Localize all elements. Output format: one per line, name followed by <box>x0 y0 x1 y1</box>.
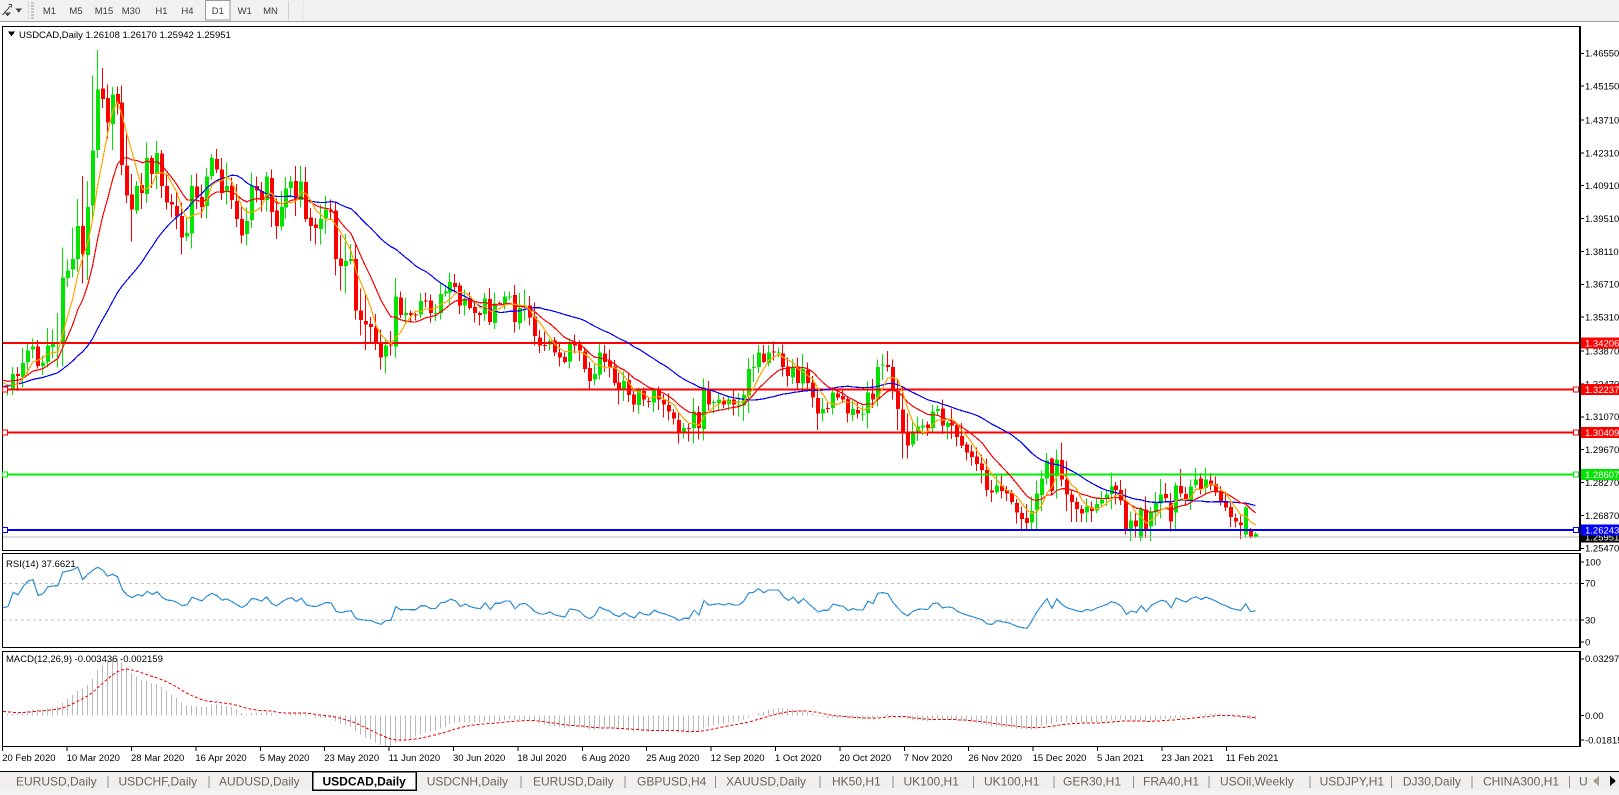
svg-text:GER30,H1: GER30,H1 <box>1063 775 1121 789</box>
svg-text:D1: D1 <box>212 6 224 17</box>
svg-text:H1: H1 <box>155 6 167 17</box>
svg-text:RSI(14) 37.6621: RSI(14) 37.6621 <box>6 559 76 570</box>
svg-text:1 Oct 2020: 1 Oct 2020 <box>775 753 821 764</box>
svg-text:25 Aug 2020: 25 Aug 2020 <box>646 753 699 764</box>
svg-text:USDJPY,H1: USDJPY,H1 <box>1320 775 1385 789</box>
svg-text:UK100,H1: UK100,H1 <box>904 775 960 789</box>
svg-text:1.38110: 1.38110 <box>1585 247 1619 258</box>
svg-text:28 Mar 2020: 28 Mar 2020 <box>131 753 184 764</box>
svg-text:30: 30 <box>1585 616 1596 627</box>
svg-text:1.28270: 1.28270 <box>1585 478 1619 489</box>
svg-text:1.33870: 1.33870 <box>1585 346 1619 357</box>
svg-text:5 Jan 2021: 5 Jan 2021 <box>1097 753 1144 764</box>
svg-text:18 Jul 2020: 18 Jul 2020 <box>517 753 566 764</box>
svg-text:DJ30,Daily: DJ30,Daily <box>1403 775 1461 789</box>
svg-text:7 Nov 2020: 7 Nov 2020 <box>904 753 953 764</box>
svg-text:USDCAD,Daily 1.26108 1.26170: USDCAD,Daily 1.26108 1.26170 1.25942 1.2… <box>19 30 231 41</box>
svg-text:1.26870: 1.26870 <box>1585 511 1619 522</box>
svg-text:1.31070: 1.31070 <box>1585 412 1619 423</box>
svg-text:1.26243: 1.26243 <box>1585 526 1619 537</box>
svg-text:1.29670: 1.29670 <box>1585 445 1619 456</box>
svg-text:12 Sep 2020: 12 Sep 2020 <box>711 753 765 764</box>
svg-text:M1: M1 <box>43 6 56 17</box>
svg-text:USDCHF,Daily: USDCHF,Daily <box>119 775 198 789</box>
svg-text:M15: M15 <box>95 6 113 17</box>
svg-text:EURUSD,Daily: EURUSD,Daily <box>533 775 614 789</box>
svg-text:1.25470: 1.25470 <box>1585 544 1619 555</box>
svg-text:AUDUSD,Daily: AUDUSD,Daily <box>219 775 300 789</box>
svg-text:M30: M30 <box>122 6 140 17</box>
svg-text:EURUSD,Daily: EURUSD,Daily <box>16 775 97 789</box>
svg-text:6 Aug 2020: 6 Aug 2020 <box>582 753 630 764</box>
svg-text:USOil,Weekly: USOil,Weekly <box>1220 775 1294 789</box>
svg-text:H4: H4 <box>181 6 193 17</box>
svg-text:30 Jun 2020: 30 Jun 2020 <box>453 753 505 764</box>
svg-text:U: U <box>1579 775 1588 789</box>
svg-text:USDCNH,Daily: USDCNH,Daily <box>427 775 508 789</box>
svg-text:UK100,H1: UK100,H1 <box>984 775 1040 789</box>
svg-text:20 Oct 2020: 20 Oct 2020 <box>839 753 891 764</box>
svg-text:11 Jun 2020: 11 Jun 2020 <box>389 753 441 764</box>
svg-text:23 Jan 2021: 23 Jan 2021 <box>1161 753 1213 764</box>
svg-text:0.032972: 0.032972 <box>1585 654 1619 665</box>
svg-text:HK50,H1: HK50,H1 <box>832 775 881 789</box>
svg-text:1.28607: 1.28607 <box>1585 470 1619 481</box>
svg-text:1.39510: 1.39510 <box>1585 214 1619 225</box>
svg-text:1.35310: 1.35310 <box>1585 313 1619 324</box>
svg-text:1.32237: 1.32237 <box>1585 385 1619 396</box>
svg-text:GBPUSD,H4: GBPUSD,H4 <box>637 775 707 789</box>
svg-text:5 May 2020: 5 May 2020 <box>260 753 310 764</box>
svg-text:1.46550: 1.46550 <box>1585 49 1619 60</box>
svg-text:1.40910: 1.40910 <box>1585 181 1619 192</box>
svg-text:16 Apr 2020: 16 Apr 2020 <box>195 753 246 764</box>
svg-text:1.43710: 1.43710 <box>1585 115 1619 126</box>
svg-text:15 Dec 2020: 15 Dec 2020 <box>1033 753 1087 764</box>
svg-text:MACD(12,26,9) -0.003436 -0.002: MACD(12,26,9) -0.003436 -0.002159 <box>6 654 163 665</box>
svg-text:70: 70 <box>1585 579 1596 590</box>
svg-text:USDCAD,Daily: USDCAD,Daily <box>323 775 407 789</box>
svg-text:11 Feb 2021: 11 Feb 2021 <box>1226 753 1279 764</box>
svg-text:1.34206: 1.34206 <box>1585 339 1619 350</box>
svg-text:-0.01815: -0.01815 <box>1585 735 1619 746</box>
svg-text:1.42310: 1.42310 <box>1585 148 1619 159</box>
svg-text:0: 0 <box>1585 637 1590 648</box>
svg-text:CHINA300,H1: CHINA300,H1 <box>1483 775 1559 789</box>
svg-text:100: 100 <box>1585 557 1601 568</box>
svg-text:1.36710: 1.36710 <box>1585 280 1619 291</box>
svg-text:1.25951: 1.25951 <box>1585 533 1619 544</box>
svg-text:M5: M5 <box>69 6 82 17</box>
svg-text:23 May 2020: 23 May 2020 <box>324 753 379 764</box>
svg-text:XAUUSD,Daily: XAUUSD,Daily <box>726 775 806 789</box>
svg-text:10 Mar 2020: 10 Mar 2020 <box>67 753 120 764</box>
svg-text:20 Feb 2020: 20 Feb 2020 <box>2 753 55 764</box>
svg-text:1.45150: 1.45150 <box>1585 82 1619 93</box>
svg-text:MN: MN <box>263 6 278 17</box>
svg-text:1.30409: 1.30409 <box>1585 428 1619 439</box>
svg-text:0.00: 0.00 <box>1585 711 1604 722</box>
svg-text:26 Nov 2020: 26 Nov 2020 <box>968 753 1022 764</box>
svg-text:FRA40,H1: FRA40,H1 <box>1143 775 1199 789</box>
svg-text:W1: W1 <box>238 6 252 17</box>
